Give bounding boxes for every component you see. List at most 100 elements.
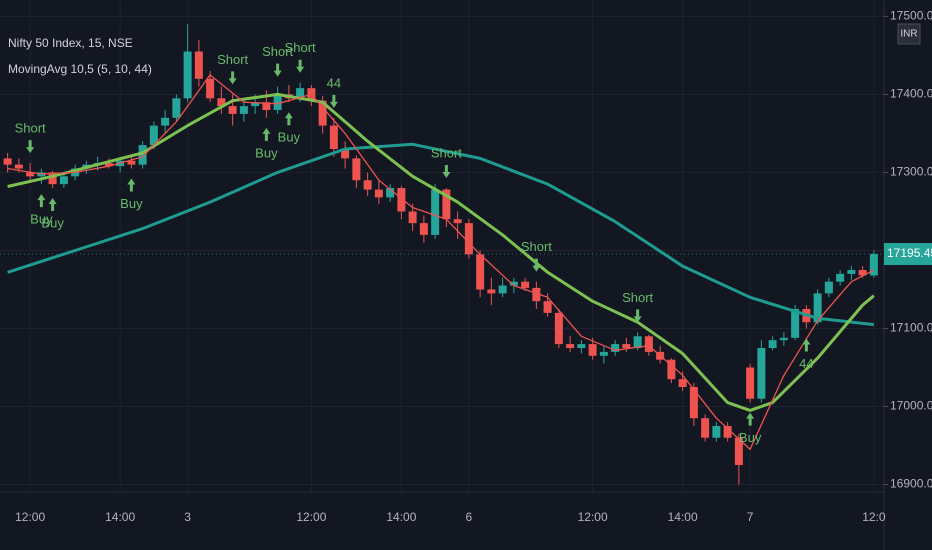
x-tick-label: 3 (184, 510, 191, 524)
candle-body (599, 351, 608, 356)
x-tick-label: 12:00 (15, 510, 45, 524)
candle-body (476, 254, 485, 290)
signal-label: Short (217, 52, 248, 67)
candle-body (172, 98, 181, 118)
candle-body (532, 287, 541, 302)
candle-body (779, 337, 788, 341)
candle-body (442, 189, 451, 220)
signal-label: Buy (120, 196, 143, 211)
candle-body (577, 344, 586, 348)
candle-body (48, 172, 57, 185)
candle-body (464, 223, 473, 255)
candle-body (149, 125, 158, 146)
candle-body (712, 426, 721, 438)
candle-body (273, 94, 282, 111)
candle-body (858, 269, 867, 276)
y-tick-label: 17300.00 (890, 165, 932, 179)
candle-body (397, 188, 406, 212)
candle-body (318, 100, 327, 126)
candle-body (509, 281, 518, 286)
candle-body (869, 254, 878, 276)
x-tick-label: 12:00 (296, 510, 326, 524)
candle-body (734, 437, 743, 466)
candle-body (431, 189, 440, 235)
signal-arrow (228, 71, 237, 85)
last-price-label: 17195.45 (887, 246, 932, 260)
x-tick-label: 6 (466, 510, 473, 524)
signal-label: Short (262, 44, 293, 59)
signal-arrow (48, 198, 57, 212)
candle-body (611, 344, 620, 352)
y-tick-label: 17100.00 (890, 321, 932, 335)
candle-body (768, 340, 777, 348)
x-tick-label: 14:00 (668, 510, 698, 524)
candle-body (239, 106, 248, 114)
moving-average-line (7, 142, 875, 327)
candle-body (678, 379, 687, 388)
last-price-box (884, 243, 932, 266)
signal-arrow (37, 194, 46, 208)
signal-label: 44 (799, 356, 813, 371)
x-tick-label: 12:00 (578, 510, 608, 524)
candle-body (521, 281, 530, 288)
candle-body (622, 344, 631, 348)
x-tick-label: 14:00 (105, 510, 135, 524)
x-tick-label: 7 (747, 510, 754, 524)
signal-arrow (26, 140, 35, 154)
candle-body (194, 51, 203, 79)
y-tick-label: 17000.00 (890, 399, 932, 413)
candle-body (386, 188, 395, 198)
currency-label: INR (900, 29, 917, 40)
candle-body (296, 88, 305, 99)
signal-arrow (273, 63, 282, 77)
candle-body (329, 125, 338, 150)
candle-body (543, 301, 552, 313)
moving-average-line (7, 92, 875, 412)
signal-arrow (532, 258, 541, 272)
candle-body (498, 285, 507, 294)
signal-label: Buy (278, 130, 301, 145)
candle-body (104, 163, 113, 167)
candle-body (723, 426, 732, 438)
candle-body (453, 219, 462, 224)
candle-body (127, 160, 136, 165)
candle-body (633, 336, 642, 348)
candle-body (791, 308, 800, 338)
signal-arrow (802, 338, 811, 352)
candle-body (689, 387, 698, 419)
signal-arrow (284, 112, 293, 126)
signal-arrow (127, 178, 136, 192)
candle-body (554, 312, 563, 345)
signal-arrow (329, 94, 338, 108)
candle-body (138, 145, 147, 165)
candle-body (26, 172, 35, 177)
candle-body (161, 117, 170, 126)
candle-body (419, 223, 428, 235)
candle-body (667, 359, 676, 380)
candle-body (262, 102, 271, 111)
x-tick-label: 12:0 (862, 510, 886, 524)
candle-body (341, 149, 350, 159)
y-tick-label: 17500.00 (890, 9, 932, 23)
moving-average-line (7, 74, 875, 451)
indicator-legend: MovingAvg 10,5 (5, 10, 44) (8, 62, 152, 76)
signal-label: Short (622, 290, 653, 305)
signal-label: Buy (41, 215, 64, 230)
candle-body (487, 289, 496, 294)
signal-label: Short (521, 239, 552, 254)
signal-label: Short (431, 145, 462, 160)
candle-body (217, 98, 226, 107)
axis: 16900.0017000.0017100.0017200.0017300.00… (0, 9, 932, 524)
signal-label: Buy (739, 430, 762, 445)
signal-label: Short (15, 121, 46, 136)
candle-body (701, 418, 710, 438)
candle-body (374, 189, 383, 198)
signal-arrow (746, 412, 755, 426)
candle-body (206, 78, 215, 99)
y-tick-label: 16900.00 (890, 477, 932, 491)
y-tick-label: 17400.00 (890, 87, 932, 101)
candle-body (408, 211, 417, 224)
signal-label: Buy (255, 145, 278, 160)
candle-body (813, 293, 822, 323)
